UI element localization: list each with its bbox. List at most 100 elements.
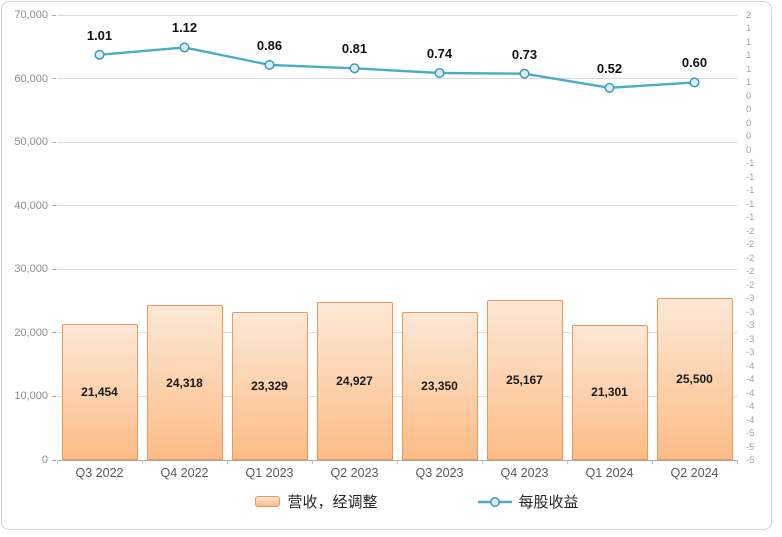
bar-value-label: 21,301 <box>591 385 628 400</box>
eps-value-label: 0.60 <box>681 55 708 71</box>
x-axis-label: Q1 2024 <box>585 466 634 480</box>
bar-value-label: 23,350 <box>421 378 458 393</box>
x-axis-tick <box>57 460 58 464</box>
y-axis-tick <box>52 14 56 16</box>
y-axis-label: 30,000 <box>14 263 48 276</box>
x-axis-tick <box>142 460 143 464</box>
y-axis-tick <box>52 395 56 397</box>
x-axis-label: Q1 2023 <box>245 466 294 480</box>
y-axis-label: 60,000 <box>14 72 48 85</box>
right-axis-label: -4 <box>746 360 755 372</box>
right-axis-label: 0 <box>746 117 752 129</box>
legend-label-revenue: 营收，经调整 <box>287 495 378 511</box>
bar-swatch-icon <box>255 496 281 507</box>
bar-value-label: 21,454 <box>81 384 118 399</box>
x-axis-label: Q4 2022 <box>160 466 209 480</box>
x-axis-tick <box>567 460 568 464</box>
bar: 24,318 <box>146 305 223 460</box>
x-axis-label: Q2 2024 <box>670 466 719 480</box>
eps-value-label: 1.12 <box>171 20 198 36</box>
gridline <box>57 141 737 143</box>
right-axis-label: -5 <box>746 441 755 453</box>
bar: 23,350 <box>401 311 478 460</box>
right-axis-label: -3 <box>746 347 755 359</box>
y-axis-tick <box>52 141 56 143</box>
gridline <box>57 332 737 334</box>
legend-label-eps: 每股收益 <box>518 495 579 511</box>
legend: 营收，经调整 每股收益 <box>57 491 737 512</box>
right-axis-label: -4 <box>746 374 755 386</box>
right-axis-label: -1 <box>746 158 755 170</box>
y-axis-label: 40,000 <box>14 199 48 212</box>
y-axis-tick <box>52 268 56 270</box>
bar: 21,454 <box>61 323 138 460</box>
bar: 25,500 <box>656 297 733 460</box>
right-axis-label: -2 <box>746 266 755 278</box>
right-axis-label: -2 <box>746 279 755 291</box>
right-axis-label: -5 <box>746 428 755 440</box>
legend-item-revenue: 营收，经调整 <box>255 491 378 512</box>
right-axis-label: -3 <box>746 320 755 332</box>
eps-value-label: 0.52 <box>596 60 623 76</box>
y-axis-label: 50,000 <box>14 136 48 149</box>
right-axis-label: 0 <box>746 144 752 156</box>
right-axis-label: -2 <box>746 225 755 237</box>
y-axis-tick <box>52 78 56 80</box>
gridline <box>57 78 737 80</box>
right-axis-label: -1 <box>746 212 755 224</box>
x-axis-tick <box>482 460 483 464</box>
x-axis-tick <box>312 460 313 464</box>
gridline <box>57 205 737 207</box>
y-axis-label: 70,000 <box>14 9 48 21</box>
right-axis-label: -4 <box>746 401 755 413</box>
y-axis-tick <box>52 205 56 207</box>
right-axis-label: 0 <box>746 90 752 102</box>
y-axis-label: 10,000 <box>14 390 48 403</box>
bar: 23,329 <box>231 311 308 460</box>
eps-value-label: 0.74 <box>426 45 453 61</box>
right-axis-label: -4 <box>746 387 755 399</box>
y-axis-label: 0 <box>41 454 48 466</box>
bar-value-label: 24,927 <box>336 373 373 388</box>
right-axis-label: 2 <box>746 10 752 21</box>
right-axis-label: -3 <box>746 333 755 345</box>
y-axis-label: 20,000 <box>14 326 48 339</box>
eps-value-label: 0.73 <box>511 46 538 62</box>
bar-value-label: 25,167 <box>506 372 543 387</box>
gridline <box>57 14 737 16</box>
bar: 24,927 <box>316 301 393 460</box>
right-axis-label: 1 <box>746 77 752 89</box>
right-axis-label: -2 <box>746 239 755 251</box>
bar-value-label: 25,500 <box>676 371 713 386</box>
x-axis-tick <box>652 460 653 464</box>
right-axis-label: -5 <box>746 455 755 466</box>
bar-value-label: 24,318 <box>166 375 203 390</box>
right-axis-label: 1 <box>746 63 752 75</box>
bar: 25,167 <box>486 300 563 460</box>
gridline <box>57 395 737 397</box>
x-axis-label: Q3 2022 <box>75 466 124 480</box>
x-axis-tick <box>737 460 738 464</box>
right-axis-label: -2 <box>746 252 755 264</box>
bar: 21,301 <box>571 324 648 460</box>
right-axis-label: -3 <box>746 293 755 305</box>
gridline <box>57 268 737 270</box>
eps-value-label: 0.86 <box>256 37 283 53</box>
right-axis-label: -1 <box>746 198 755 210</box>
x-axis-label: Q3 2023 <box>415 466 464 480</box>
legend-item-eps: 每股收益 <box>477 491 579 512</box>
y-axis-tick <box>52 459 56 461</box>
right-axis-label: -1 <box>746 185 755 197</box>
y-axis-tick <box>52 332 56 334</box>
x-axis-tick <box>397 460 398 464</box>
right-axis-label: -3 <box>746 306 755 318</box>
right-axis-label: 1 <box>746 36 752 48</box>
right-axis-label: 1 <box>746 50 752 62</box>
right-axis-label: 0 <box>746 131 752 143</box>
x-axis-label: Q4 2023 <box>500 466 549 480</box>
right-axis-label: -1 <box>746 171 755 183</box>
right-axis-label: 0 <box>746 104 752 116</box>
right-axis-label: -4 <box>746 414 755 426</box>
line-swatch-icon <box>477 496 512 508</box>
x-axis-label: Q2 2023 <box>330 466 379 480</box>
